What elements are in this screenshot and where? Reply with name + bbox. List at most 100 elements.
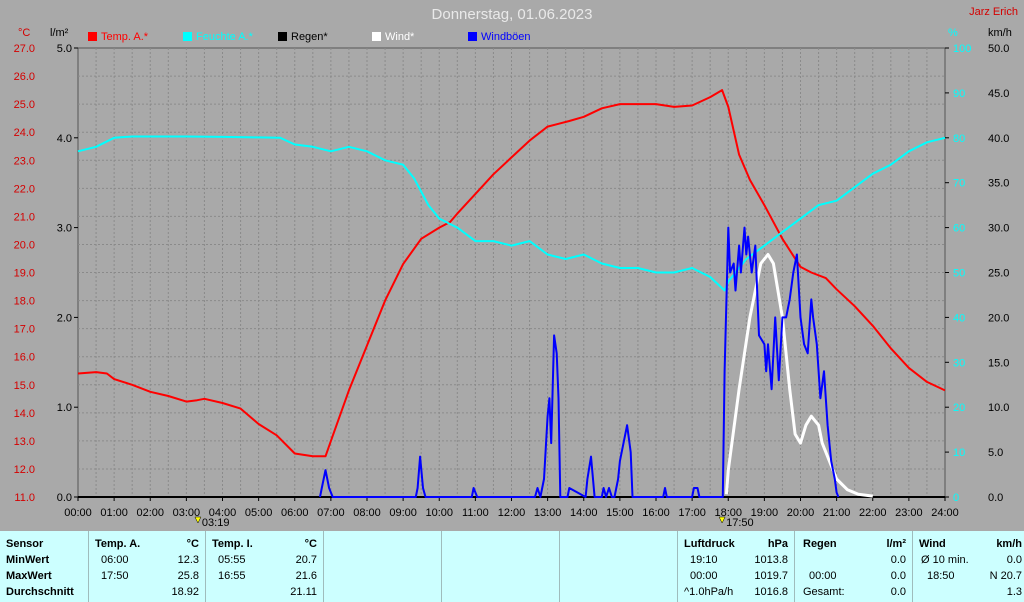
humidity-unit-label: % xyxy=(948,27,958,39)
legend-humidity[interactable]: Feuchte A.* xyxy=(183,31,253,43)
x-tick-label: 18:00 xyxy=(714,507,742,519)
temp-tick-label: 27.0 xyxy=(14,43,35,55)
rain-tick-label: 4.0 xyxy=(57,133,72,145)
temp-tick-label: 11.0 xyxy=(14,492,35,504)
temp-i-unit: °C xyxy=(304,538,317,550)
stats-col-temp-a: Temp. A. °C 06:00 12.3 17:50 25.8 18.92 xyxy=(89,531,206,602)
legend-wind-label: Wind* xyxy=(385,31,415,43)
stats-col-wind: Wind km/h Ø 10 min. 0.0 18:50 N 20.7 1.3 xyxy=(913,531,1024,602)
stats-col-temp-i: Temp. I. °C 05:55 20.7 16:55 21.6 21.11 xyxy=(206,531,324,602)
temp-tick-label: 13.0 xyxy=(14,436,35,448)
wind-tick-label: 35.0 xyxy=(988,178,1009,190)
temp-tick-label: 12.0 xyxy=(14,464,35,476)
legend-swatch-rain xyxy=(278,32,287,41)
rain-tick-label: 0.0 xyxy=(57,492,72,504)
wind-avg-value: 0.0 xyxy=(1006,554,1022,566)
legend-wind[interactable]: Wind* xyxy=(372,31,414,43)
temp-tick-label: 17.0 xyxy=(14,324,35,336)
temp-tick-label: 23.0 xyxy=(14,155,35,167)
temp-tick-label: 21.0 xyxy=(14,211,35,223)
legend-swatch-temp xyxy=(88,32,97,41)
x-tick-label: 15:00 xyxy=(606,507,634,519)
temp-i-max-value: 21.6 xyxy=(295,570,317,582)
x-tick-label: 05:00 xyxy=(245,507,273,519)
time-marker-icon xyxy=(194,516,202,524)
x-tick-label: 00:00 xyxy=(64,507,92,519)
temp-a-average: 18.92 xyxy=(171,586,199,598)
wind-tick-label: 45.0 xyxy=(988,88,1009,100)
wind-tick-label: 25.0 xyxy=(988,268,1009,280)
humidity-tick-label: 70 xyxy=(953,178,965,190)
stats-panel: Sensor MinWert MaxWert Durchschnitt Temp… xyxy=(0,531,1024,602)
wind-tick-label: 10.0 xyxy=(988,402,1009,414)
x-tick-label: 04:00 xyxy=(209,507,237,519)
temp-a-unit: °C xyxy=(186,538,199,550)
x-tick-label: 08:00 xyxy=(353,507,381,519)
x-tick-label: 03:00 xyxy=(173,507,201,519)
wind-last-value: 1.3 xyxy=(1006,586,1022,598)
temp-tick-label: 24.0 xyxy=(14,127,35,139)
x-tick-label: 19:00 xyxy=(751,507,779,519)
rain-min-value: 0.0 xyxy=(890,554,906,566)
stats-sensor-header: Sensor xyxy=(6,538,44,550)
time-marker-label: 17:50 xyxy=(726,517,754,529)
x-tick-label: 06:00 xyxy=(281,507,309,519)
rain-tick-label: 1.0 xyxy=(57,402,72,414)
x-tick-label: 17:00 xyxy=(678,507,706,519)
series-line-1 xyxy=(77,135,946,292)
rain-header: Regen xyxy=(803,538,837,550)
chart-grid xyxy=(77,47,946,498)
rain-total-value: 0.0 xyxy=(890,586,906,598)
temp-i-min-time: 05:55 xyxy=(218,554,246,566)
legend-gusts[interactable]: Windböen xyxy=(468,31,531,43)
weather-chart: 11.0 12.0 13.0 14.0 15.0 16.0 17.0 18.0 19.0 20.0… xyxy=(14,43,1010,529)
humidity-tick-label: 10 xyxy=(953,447,965,459)
wind-unit-label: km/h xyxy=(988,27,1012,39)
author-label: Jarz Erich xyxy=(969,6,1018,18)
x-tick-label: 14:00 xyxy=(570,507,598,519)
stats-col-empty-1 xyxy=(324,531,442,602)
pressure-trend-value: 1016.8 xyxy=(754,586,788,598)
temp-a-min-value: 12.3 xyxy=(177,554,199,566)
temp-unit-label: °C xyxy=(18,27,31,39)
x-tick-label: 24:00 xyxy=(931,507,959,519)
stats-row-max-label: MaxWert xyxy=(6,570,52,582)
humidity-tick-label: 0 xyxy=(953,492,959,504)
x-tick-label: 22:00 xyxy=(859,507,887,519)
x-tick-label: 20:00 xyxy=(787,507,815,519)
legend-swatch-gusts xyxy=(468,32,477,41)
series-line-3 xyxy=(724,253,873,498)
series-line-4 xyxy=(319,226,840,498)
rain-tick-label: 2.0 xyxy=(57,312,72,324)
temp-tick-label: 20.0 xyxy=(14,239,35,251)
pressure-min-value: 1013.8 xyxy=(754,554,788,566)
pressure-max-value: 1019.7 xyxy=(754,570,788,582)
temp-a-header: Temp. A. xyxy=(95,538,141,550)
x-tick-label: 09:00 xyxy=(389,507,417,519)
legend-rain-label: Regen* xyxy=(291,31,328,43)
stats-col-sensor: Sensor MinWert MaxWert Durchschnitt xyxy=(0,531,89,602)
legend-rain[interactable]: Regen* xyxy=(278,31,328,43)
x-tick-label: 10:00 xyxy=(425,507,453,519)
stats-col-empty-2 xyxy=(442,531,560,602)
legend-swatch-wind xyxy=(372,32,381,41)
legend-temp[interactable]: Temp. A.* xyxy=(88,31,148,43)
wind-tick-label: 0.0 xyxy=(988,492,1003,504)
wind-header: Wind xyxy=(919,538,946,550)
humidity-tick-label: 60 xyxy=(953,223,965,235)
rain-max-value: 0.0 xyxy=(890,570,906,582)
stats-row-min-label: MinWert xyxy=(6,554,50,566)
temp-tick-label: 22.0 xyxy=(14,183,35,195)
x-tick-label: 11:00 xyxy=(462,507,489,519)
legend-temp-label: Temp. A.* xyxy=(101,31,149,43)
wind-max-value: N 20.7 xyxy=(989,570,1022,582)
wind-avg-label: Ø 10 min. xyxy=(921,554,969,566)
series-line-0 xyxy=(77,89,946,458)
wind-tick-label: 20.0 xyxy=(988,312,1009,324)
x-tick-label: 01:00 xyxy=(100,507,128,519)
x-tick-label: 02:00 xyxy=(136,507,164,519)
time-marker-icon xyxy=(718,516,726,524)
temp-tick-label: 19.0 xyxy=(14,268,35,280)
wind-tick-label: 5.0 xyxy=(988,447,1003,459)
x-tick-label: 21:00 xyxy=(823,507,851,519)
